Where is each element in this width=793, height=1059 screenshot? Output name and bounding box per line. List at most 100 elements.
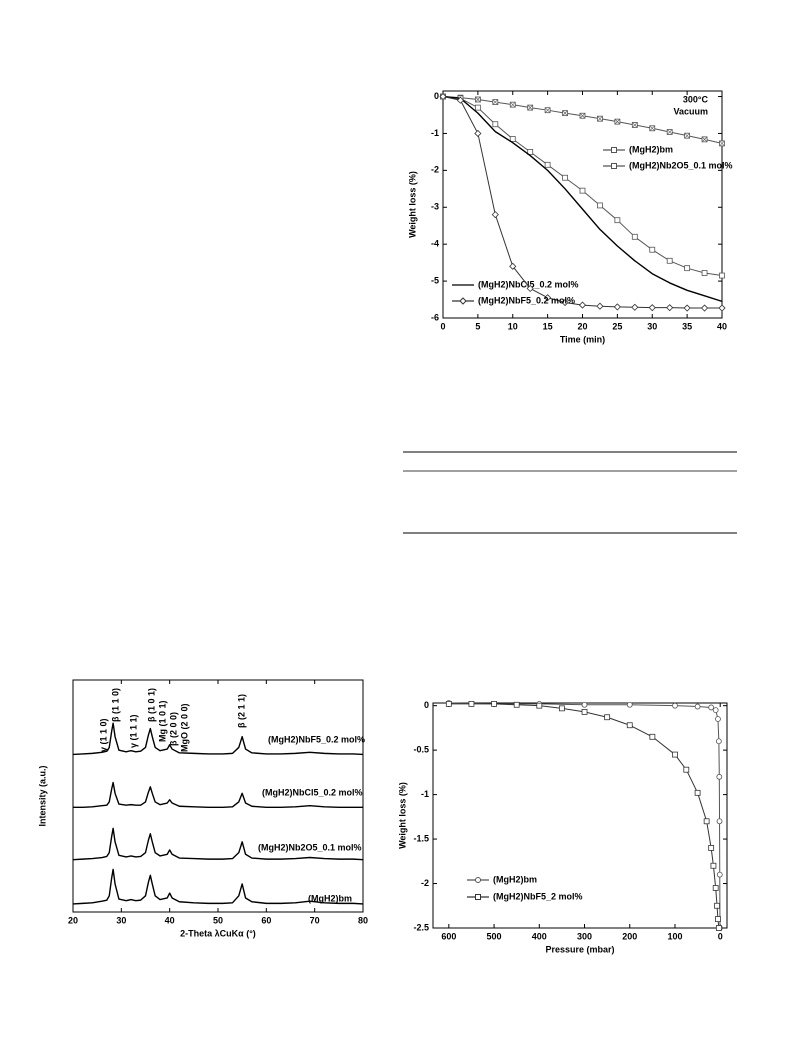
legend-label: (MgH2)Nb2O5_0.1 mol% xyxy=(629,160,733,170)
x-tick-label: 500 xyxy=(487,931,502,941)
legend-marker xyxy=(611,163,617,169)
x-tick-label: 10 xyxy=(508,321,518,331)
legend-marker xyxy=(475,894,481,900)
marker-cross xyxy=(510,101,516,108)
legend-marker xyxy=(475,877,481,883)
marker xyxy=(648,304,656,312)
annotation: γ (1 1 1) xyxy=(128,714,138,748)
legend-label: (MgH2)bm xyxy=(629,144,673,154)
marker xyxy=(579,187,586,194)
y-tick-label: -0.5 xyxy=(413,745,429,755)
marker xyxy=(614,217,621,224)
x-tick-label: 25 xyxy=(612,321,622,331)
marker xyxy=(604,714,611,721)
marker xyxy=(715,925,722,931)
marker xyxy=(474,129,482,138)
marker xyxy=(694,789,701,796)
marker xyxy=(708,845,715,851)
series-line xyxy=(442,96,722,309)
legend-marker xyxy=(611,163,617,169)
marker-cross xyxy=(562,110,568,116)
marker xyxy=(492,121,499,128)
plot-frame xyxy=(432,702,728,929)
marker xyxy=(578,301,587,309)
marker xyxy=(719,272,725,279)
y-tick-label: -3 xyxy=(431,202,439,212)
marker xyxy=(544,161,551,168)
marker xyxy=(513,701,520,708)
marker xyxy=(491,700,497,707)
y-tick-label: -2.5 xyxy=(413,922,429,932)
marker xyxy=(626,722,633,729)
y-axis-label: Intensity (a.u.) xyxy=(37,765,47,826)
y-tick-label: -1 xyxy=(421,789,429,799)
x-tick-label: 35 xyxy=(682,321,692,331)
x-axis-label: Time (min) xyxy=(560,334,605,344)
x-tick-label: 50 xyxy=(213,915,223,925)
legend-label: (MgH2)bm xyxy=(308,893,352,903)
marker xyxy=(718,304,726,312)
marker xyxy=(712,885,719,891)
legend-label: (MgH2)Nb2O5_0.1 mol% xyxy=(258,842,362,852)
marker xyxy=(631,303,639,311)
annotation: γ (1 1 0) xyxy=(98,718,108,752)
annotation: Vacuum xyxy=(673,106,708,116)
annotation: β (2 0 0) xyxy=(168,712,178,746)
marker xyxy=(672,702,678,709)
marker-cross xyxy=(579,113,586,119)
marker xyxy=(526,284,534,293)
marker xyxy=(716,773,723,780)
marker xyxy=(712,707,719,714)
y-tick-label: -2 xyxy=(431,165,439,175)
y-tick-label: -4 xyxy=(431,239,439,249)
legend-marker xyxy=(459,297,467,305)
legend-label: (MgH2)NbF5_2 mol% xyxy=(493,891,583,901)
marker xyxy=(649,733,656,740)
y-tick-label: -5 xyxy=(431,275,439,285)
legend-marker xyxy=(475,894,481,900)
x-tick-label: 40 xyxy=(165,915,175,925)
legend-marker xyxy=(611,147,617,153)
series-line xyxy=(442,95,723,303)
x-tick-label: 300 xyxy=(577,931,592,941)
series-line xyxy=(72,722,364,756)
marker xyxy=(445,700,452,707)
marker-cross xyxy=(719,140,725,147)
annotation: β (1 0 1) xyxy=(146,688,156,722)
annotation: 300°C xyxy=(683,94,709,104)
marker xyxy=(715,738,722,745)
series-line xyxy=(448,702,721,929)
marker xyxy=(527,149,534,155)
legend-marker xyxy=(459,297,467,305)
table-rules xyxy=(403,451,737,534)
annotation: β (2 1 1) xyxy=(236,694,246,728)
marker xyxy=(439,92,447,101)
series-line xyxy=(72,868,364,905)
x-tick-label: 30 xyxy=(116,915,126,925)
legend-label: (MgH2)bm xyxy=(493,874,537,884)
marker xyxy=(596,302,604,310)
marker xyxy=(716,818,723,825)
marker xyxy=(468,700,475,707)
marker xyxy=(626,701,633,708)
marker-cross xyxy=(527,104,533,111)
x-tick-label: 40 xyxy=(717,321,727,331)
marker xyxy=(631,233,638,240)
x-tick-label: 0 xyxy=(718,931,723,941)
y-axis-label: Weight loss (%) xyxy=(407,171,417,238)
marker-cross xyxy=(684,132,690,139)
marker xyxy=(708,704,715,711)
x-axis-label: 2-Theta λCuKα (°) xyxy=(180,928,256,938)
marker xyxy=(694,703,701,710)
x-tick-label: 20 xyxy=(577,321,587,331)
marker xyxy=(683,766,690,773)
marker-cross xyxy=(544,107,551,113)
marker xyxy=(710,862,717,869)
legend-label: (MgH2)NbCl5_0.2 mol% xyxy=(262,787,363,797)
x-tick-label: 15 xyxy=(543,321,553,331)
marker-cross xyxy=(666,129,673,135)
y-axis-label: Weight loss (%) xyxy=(397,782,407,849)
x-axis-label: Pressure (mbar) xyxy=(545,944,614,954)
marker xyxy=(684,265,691,272)
